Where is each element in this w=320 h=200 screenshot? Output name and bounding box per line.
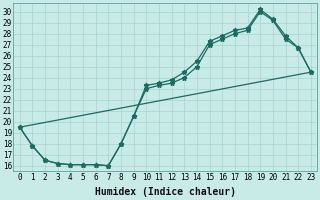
X-axis label: Humidex (Indice chaleur): Humidex (Indice chaleur) <box>95 187 236 197</box>
